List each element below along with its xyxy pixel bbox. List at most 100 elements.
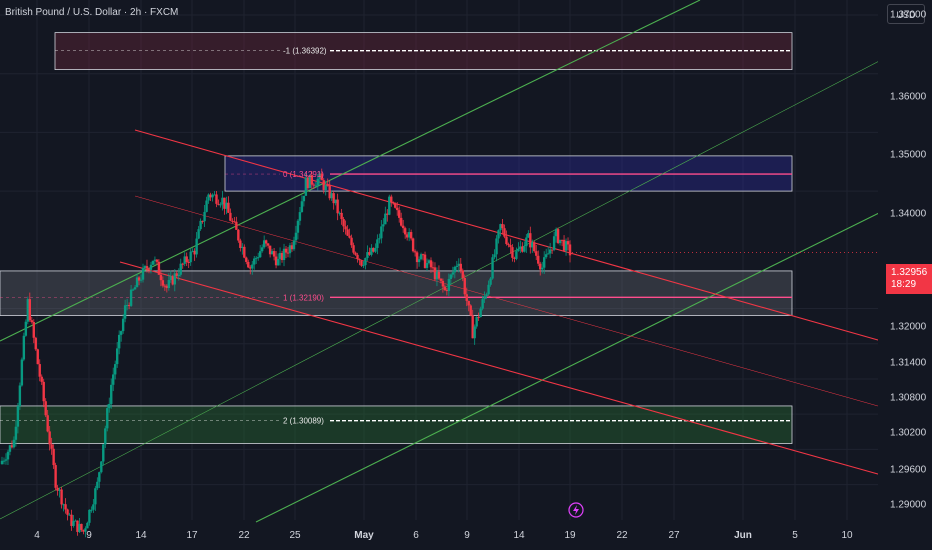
candle-body (90, 509, 93, 511)
candle-body (487, 284, 490, 295)
candle-body (417, 259, 421, 263)
time-tick: 4 (34, 530, 40, 541)
candle-body (195, 238, 198, 255)
candle-body (40, 376, 43, 382)
price-tick: 1.30800 (890, 392, 927, 404)
candle-body (398, 210, 401, 218)
candle-body (495, 238, 498, 255)
candle-body (26, 299, 30, 322)
red-channel-lower (119, 261, 886, 477)
candle-body (449, 274, 453, 279)
candle-body (554, 229, 558, 237)
candle-body (433, 267, 437, 280)
candle-body (354, 252, 357, 255)
candle-body (181, 263, 184, 265)
candle-body (409, 232, 413, 239)
price-axis[interactable] (878, 0, 932, 520)
candle-body (362, 265, 365, 267)
price-tick: 1.34000 (890, 208, 927, 220)
candle-body (276, 258, 280, 266)
candle-body (264, 240, 268, 244)
candle-body (342, 219, 345, 227)
candle-body (533, 242, 536, 252)
candle-body (352, 245, 355, 253)
candle-body (183, 256, 186, 264)
candle-body (437, 271, 441, 279)
candle-body (80, 523, 83, 530)
candle-body (131, 289, 135, 291)
candle-body (14, 426, 18, 440)
candle-body (286, 252, 290, 254)
candle-body (415, 252, 419, 263)
candle-body (282, 248, 286, 261)
candle-body (336, 199, 339, 214)
candle-body (302, 195, 306, 202)
candle-body (497, 230, 500, 239)
candle-body (525, 237, 528, 247)
candle-body (562, 239, 566, 251)
candle-body (531, 242, 534, 248)
candle-body (451, 272, 455, 275)
candle-body (411, 238, 415, 252)
time-tick: 25 (289, 530, 301, 541)
candle-body (405, 234, 409, 238)
candle-body (300, 201, 304, 213)
candle-body (112, 374, 115, 385)
candle-body (330, 193, 333, 199)
candle-body (44, 401, 47, 416)
candle-body (348, 235, 351, 238)
candle-body (266, 243, 270, 246)
candle-body (211, 194, 214, 198)
currency-unit-button[interactable]: USD (887, 4, 925, 24)
candle-body (322, 180, 325, 191)
candle-body (219, 204, 222, 206)
candle-body (376, 239, 379, 249)
candle-body (257, 257, 260, 259)
candle-body (550, 249, 554, 251)
candle-body (568, 244, 572, 256)
candle-body (149, 264, 153, 270)
candle-body (207, 194, 210, 201)
candle-body (407, 232, 411, 238)
candle-body (50, 444, 53, 449)
candle-body (104, 428, 107, 445)
candle-body (165, 285, 169, 289)
candle-body (268, 245, 272, 255)
candle-body (76, 520, 79, 532)
candle-body (469, 305, 472, 316)
candle-body (382, 224, 385, 227)
candle-body (455, 265, 459, 267)
last-price-value: 1.32956 (891, 267, 928, 278)
candle-body (324, 184, 327, 191)
candle-body (544, 254, 548, 258)
candle-body (74, 520, 77, 522)
candle-body (48, 431, 51, 445)
candle-body (185, 256, 188, 262)
candle-body (370, 247, 373, 255)
candle-body (247, 261, 250, 268)
candle-body (231, 220, 234, 222)
candle-body (284, 248, 288, 253)
alert-marker[interactable] (568, 502, 584, 518)
candle-body (42, 381, 45, 402)
candle-body (125, 305, 129, 307)
candle-body (548, 249, 552, 254)
candle-body (527, 233, 530, 238)
candle-body (30, 320, 33, 322)
candle-body (511, 247, 514, 258)
candle-body (358, 259, 361, 261)
candle-body (280, 253, 284, 261)
fib-zone (0, 270, 793, 316)
candle-body (245, 257, 248, 262)
candle-body (102, 444, 105, 462)
candle-body (552, 236, 556, 250)
candle-body (465, 294, 468, 301)
candle-body (332, 193, 335, 204)
candle-body (366, 252, 369, 259)
candle-body (34, 337, 37, 350)
price-tick: 1.31400 (890, 357, 927, 369)
candle-body (344, 226, 347, 230)
green-channel-lower (255, 209, 886, 523)
candle-body (338, 212, 341, 214)
